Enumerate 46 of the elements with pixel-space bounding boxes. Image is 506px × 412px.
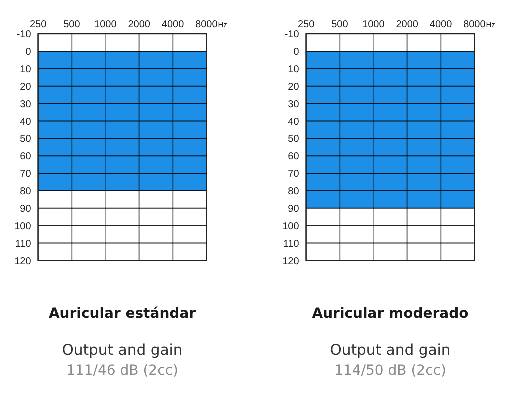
x-tick-label: 2000 [396,20,419,30]
y-tick-label: 0 [294,47,300,58]
text: Output and gain [62,342,183,359]
x-tick-label: 1000 [94,20,118,30]
y-tick-label: 30 [288,99,300,110]
y-tick-label: 40 [288,116,300,128]
text: 111/46 dB (2cc) [66,363,178,379]
text: Auricular moderado [312,306,470,322]
x-tick-label: 250 [30,20,48,30]
y-tick-label: -10 [16,30,32,41]
text: 114/50 dB (2cc) [334,363,446,379]
text: Auricular estándar [48,306,196,322]
y-tick-label: 60 [288,152,300,163]
y-tick-label: 70 [288,169,300,180]
y-tick-label: 90 [20,204,32,215]
y-tick-label: 30 [20,99,32,110]
y-tick-label: -10 [284,30,300,41]
x-tick-label: 500 [64,20,81,30]
y-tick-label: 60 [20,152,32,163]
y-tick-label: 90 [288,204,300,215]
y-tick-label: 50 [288,134,300,146]
y-tick-label: 50 [20,134,32,146]
y-tick-label: 20 [20,82,32,93]
y-tick-label: 80 [288,186,300,198]
y-tick-label: 110 [283,238,300,250]
y-tick-label: 80 [20,186,32,198]
x-tick-label: 4000 [430,20,453,30]
y-tick-label: 120 [14,256,32,268]
x-tick-label: 8000 [464,20,486,30]
x-tick-label: 8000 [196,20,218,30]
y-tick-label: 10 [288,64,300,76]
y-tick-label: 10 [20,64,32,76]
y-tick-label: 20 [288,82,300,93]
y-tick-label: 0 [26,47,32,58]
y-tick-label: 40 [20,116,32,128]
x-tick-label: 500 [332,20,349,30]
y-tick-label: 120 [282,256,300,268]
x-tick-label: 2000 [128,20,151,30]
x-tick-label: 1000 [362,20,386,30]
y-tick-label: 110 [15,238,32,250]
y-tick-label: 70 [20,169,32,180]
y-tick-label: 100 [282,221,300,232]
x-tick-label: 4000 [162,20,185,30]
x-tick-label: 250 [298,20,316,30]
text: Output and gain [330,342,451,359]
y-tick-label: 100 [14,221,32,232]
